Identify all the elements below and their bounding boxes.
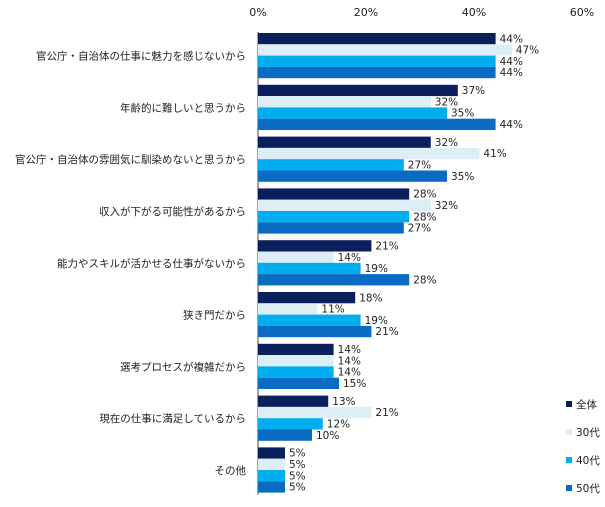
data-label: 28% bbox=[413, 211, 436, 223]
data-label: 19% bbox=[365, 315, 388, 327]
data-label: 13% bbox=[332, 396, 355, 408]
data-label: 14% bbox=[338, 367, 361, 379]
data-label: 27% bbox=[408, 160, 431, 172]
legend-label: 30代 bbox=[576, 427, 600, 439]
data-label: 10% bbox=[316, 430, 339, 442]
data-label: 32% bbox=[435, 137, 458, 149]
bar bbox=[258, 366, 334, 378]
legend-label: 全体 bbox=[576, 398, 597, 411]
data-label: 37% bbox=[462, 85, 485, 97]
legend-label: 50代 bbox=[576, 483, 600, 495]
legend: 全体 30代 40代 50代 bbox=[566, 398, 600, 495]
bar bbox=[258, 303, 318, 315]
legend-swatch bbox=[566, 457, 572, 463]
data-label: 21% bbox=[375, 241, 398, 253]
data-label: 19% bbox=[365, 263, 388, 275]
category-label: 能力やスキルが活かせる仕事がないから bbox=[57, 257, 246, 270]
data-label: 14% bbox=[338, 355, 361, 367]
value-labels: 44%47%44%44%37%32%35%44%32%41%27%35%28%3… bbox=[289, 33, 539, 493]
category-label: 選考プロセスが複雑だから bbox=[120, 360, 246, 373]
data-label: 5% bbox=[289, 482, 306, 494]
bar bbox=[258, 274, 410, 286]
bar bbox=[258, 418, 323, 430]
bar bbox=[258, 33, 496, 45]
bar bbox=[258, 84, 458, 97]
data-label: 41% bbox=[483, 148, 506, 160]
data-label: 18% bbox=[359, 292, 382, 304]
bars bbox=[258, 33, 512, 493]
bar bbox=[258, 170, 447, 182]
data-label: 14% bbox=[338, 252, 361, 264]
bar bbox=[258, 118, 496, 130]
bar bbox=[258, 429, 312, 441]
data-label: 21% bbox=[375, 407, 398, 419]
data-label: 28% bbox=[413, 274, 436, 286]
bar bbox=[258, 251, 334, 263]
category-label: 官公庁・自治体の仕事に魅力を感じないから bbox=[36, 50, 246, 63]
category-label: 年齢的に難しいと思うから bbox=[120, 101, 246, 114]
x-tick-label: 60% bbox=[570, 6, 594, 19]
category-label: 現在の仕事に満足しているから bbox=[99, 412, 246, 425]
data-label: 44% bbox=[500, 119, 523, 131]
bar bbox=[258, 343, 334, 356]
category-labels: 官公庁・自治体の仕事に魅力を感じないから年齢的に難しいと思うから官公庁・自治体の… bbox=[15, 50, 246, 477]
data-label: 5% bbox=[289, 448, 306, 460]
category-label: その他 bbox=[215, 464, 247, 477]
bar bbox=[258, 325, 372, 338]
data-label: 32% bbox=[435, 96, 458, 108]
data-label: 27% bbox=[408, 223, 431, 235]
x-tick-label: 0% bbox=[249, 6, 266, 19]
bar bbox=[258, 147, 480, 160]
bar bbox=[258, 314, 361, 326]
bar bbox=[258, 199, 431, 211]
legend-label: 40代 bbox=[576, 455, 600, 467]
bar bbox=[258, 395, 329, 407]
data-label: 12% bbox=[327, 419, 350, 431]
data-label: 44% bbox=[500, 67, 523, 79]
data-label: 28% bbox=[413, 189, 436, 201]
bar bbox=[258, 55, 496, 67]
bar bbox=[258, 66, 496, 79]
data-label: 5% bbox=[289, 459, 306, 471]
bar bbox=[258, 107, 447, 119]
data-label: 35% bbox=[451, 171, 474, 183]
category-label: 収入が下がる可能性があるから bbox=[99, 205, 246, 218]
data-label: 32% bbox=[435, 200, 458, 212]
data-label: 47% bbox=[516, 45, 539, 57]
bar bbox=[258, 377, 339, 389]
data-label: 35% bbox=[451, 108, 474, 120]
bar bbox=[258, 44, 512, 56]
data-label: 44% bbox=[500, 33, 523, 45]
bar bbox=[258, 481, 285, 493]
data-label: 5% bbox=[289, 470, 306, 482]
bar bbox=[258, 159, 404, 171]
data-label: 44% bbox=[500, 56, 523, 68]
data-label: 14% bbox=[338, 344, 361, 356]
bar bbox=[258, 96, 431, 108]
bar bbox=[258, 222, 404, 234]
bar bbox=[258, 447, 285, 459]
bar bbox=[258, 470, 285, 482]
x-tick-label: 20% bbox=[354, 6, 378, 19]
category-label: 官公庁・自治体の雰囲気に馴染めないと思うから bbox=[15, 153, 246, 166]
legend-swatch bbox=[566, 401, 572, 407]
bar bbox=[258, 292, 356, 304]
data-label: 21% bbox=[375, 326, 398, 338]
data-label: 15% bbox=[343, 378, 366, 390]
bar bbox=[258, 458, 285, 470]
bar bbox=[258, 136, 431, 148]
x-axis-ticks: 0% 20% 40% 60% bbox=[249, 6, 594, 19]
bar bbox=[258, 262, 361, 275]
data-label: 11% bbox=[321, 304, 344, 316]
bar bbox=[258, 188, 410, 200]
bar bbox=[258, 240, 372, 252]
category-label: 狭き門だから bbox=[183, 309, 246, 322]
bar bbox=[258, 355, 334, 367]
x-tick-label: 40% bbox=[462, 6, 486, 19]
bar bbox=[258, 406, 372, 419]
legend-swatch bbox=[566, 429, 572, 435]
bar bbox=[258, 211, 410, 223]
legend-swatch bbox=[566, 485, 572, 491]
